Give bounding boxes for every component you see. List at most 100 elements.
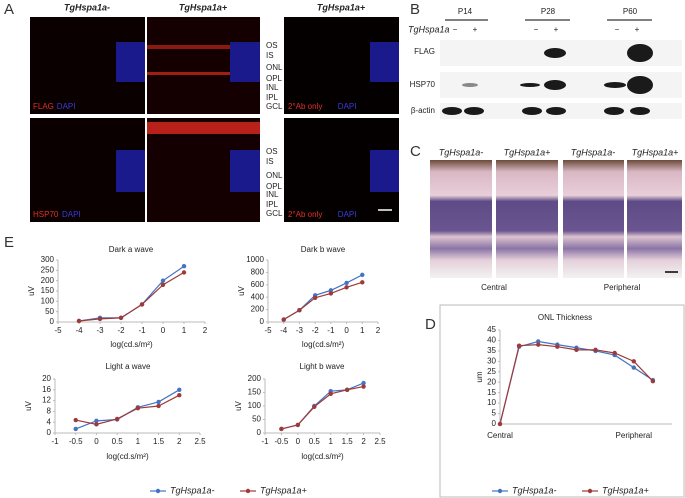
stain-label: HSP70: [33, 210, 59, 219]
y-axis-label: uV: [234, 400, 243, 410]
series-marker: [73, 417, 78, 423]
blot-row-label: HSP70: [410, 80, 436, 89]
chart-title: Dark b wave: [301, 245, 346, 254]
series-marker: [177, 393, 182, 398]
panel-label: E: [4, 234, 14, 251]
series-marker: [312, 295, 318, 301]
series-marker: [139, 302, 145, 307]
series-marker: [328, 391, 333, 397]
age-label: P28: [541, 7, 556, 16]
series-line: [283, 281, 363, 321]
x-tick-label: 0: [344, 326, 349, 335]
y-tick-label: 20: [487, 377, 496, 386]
stain-label: DAPI: [57, 102, 76, 111]
series-marker: [361, 384, 366, 389]
series-marker: [73, 426, 78, 432]
series-line: [499, 340, 654, 425]
layer-label: OPL: [266, 74, 283, 83]
series-marker: [344, 280, 349, 286]
series-marker: [181, 264, 187, 269]
chart-title: Light a wave: [106, 362, 151, 371]
series-marker: [536, 339, 541, 344]
stain-label: 2°Ab only: [288, 210, 322, 219]
y-tick-label: 0: [257, 428, 262, 437]
series-marker: [279, 426, 284, 432]
layer-label: INL: [266, 83, 279, 92]
x-tick-label: 2: [177, 437, 182, 446]
series-marker: [281, 317, 286, 322]
x-tick-label: -2: [117, 326, 125, 335]
legend-label: TgHspa1a-: [512, 485, 557, 495]
series-marker: [156, 403, 161, 409]
y-tick-label: 100: [248, 401, 262, 410]
y-tick-label: 16: [42, 385, 51, 394]
y-tick-label: 25: [487, 367, 496, 376]
layer-label: IPL: [266, 93, 279, 102]
series-marker: [360, 280, 365, 285]
y-axis-label: uV: [24, 400, 33, 410]
y-tick-label: 300: [41, 255, 55, 264]
panel-label: C: [410, 143, 421, 160]
y-tick-label: 15: [487, 388, 496, 397]
series-line: [281, 385, 364, 430]
stain-label: DAPI: [62, 210, 81, 219]
x-tick-label: -1: [327, 326, 335, 335]
series-marker: [97, 316, 103, 322]
series-line: [75, 394, 180, 425]
y-tick-label: 800: [251, 268, 265, 277]
x-tick-label: 2: [361, 437, 366, 446]
chart-title: Light b wave: [300, 362, 345, 371]
series-marker: [181, 270, 187, 275]
legend-label: TgHspa1a+: [602, 485, 649, 495]
x-tick-label: -3: [296, 326, 304, 335]
y-tick-label: 150: [248, 388, 262, 397]
series-line: [281, 382, 364, 430]
series-marker: [160, 278, 166, 283]
region-label: Peripheral: [604, 283, 641, 292]
layer-label: GCL: [266, 209, 283, 218]
x-tick-label: 0.5: [112, 437, 124, 446]
series-line: [78, 265, 185, 322]
y-axis-label: uV: [237, 285, 246, 295]
series-marker: [593, 347, 598, 353]
column-header: TgHspa1a+: [632, 147, 679, 157]
legend-label: TgHspa1a+: [260, 485, 307, 495]
region-label: Central: [481, 283, 507, 292]
x-tick-label: -4: [75, 326, 83, 335]
x-tick-label: 2: [203, 326, 208, 335]
chart-title: ONL Thickness: [538, 313, 592, 322]
x-tick-label: 1.5: [342, 437, 354, 446]
y-axis-label: um: [475, 371, 484, 382]
x-tick-label: 1: [136, 437, 141, 446]
x-tick-label: -0.5: [275, 437, 289, 446]
minus-label: −: [453, 25, 458, 34]
series-marker: [344, 387, 350, 392]
series-marker: [312, 404, 317, 410]
minus-label: −: [534, 25, 539, 34]
y-tick-label: 50: [252, 415, 261, 424]
x-tick-label: 2.5: [194, 437, 206, 446]
x-tick-label: 0: [296, 437, 301, 446]
series-marker: [118, 315, 124, 321]
x-tick-label: -4: [280, 326, 288, 335]
layer-label: OS: [266, 147, 278, 156]
series-marker: [555, 344, 560, 349]
age-label: P60: [623, 7, 638, 16]
plus-label: +: [473, 25, 478, 34]
layer-label: ONL: [266, 63, 283, 72]
x-tick-label: 1: [360, 326, 365, 335]
x-tick-label: -0.5: [69, 437, 83, 446]
x-tick-label: -1: [261, 437, 269, 446]
layer-label: OS: [266, 41, 278, 50]
series-marker: [156, 399, 161, 405]
series-marker: [94, 418, 99, 424]
column-header: TgHspa1a+: [179, 2, 228, 12]
y-tick-label: 35: [487, 346, 496, 355]
column-header: TgHspa1a+: [504, 147, 551, 157]
series-marker: [295, 422, 301, 428]
x-tick-label: 2.5: [374, 437, 386, 446]
series-line: [499, 344, 654, 425]
histology: [430, 160, 685, 498]
plus-label: +: [554, 25, 559, 34]
y-tick-label: 20: [42, 374, 51, 383]
